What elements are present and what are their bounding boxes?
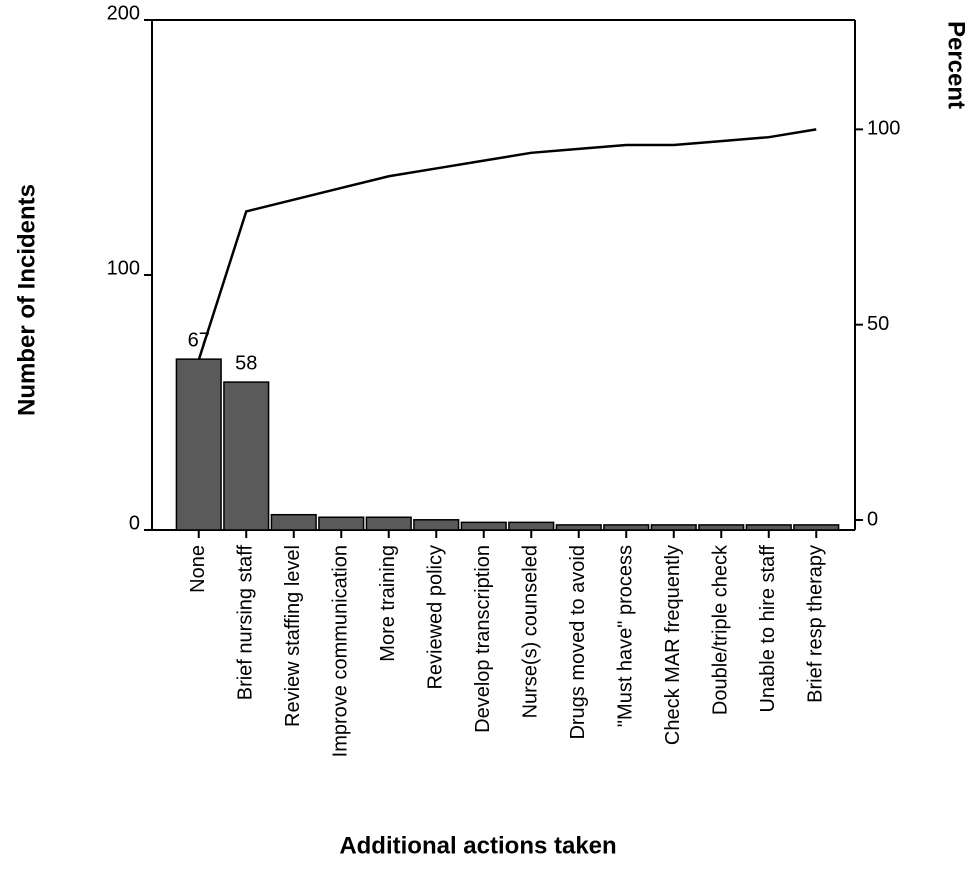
- bar: [793, 524, 840, 531]
- x-tick-label: "Must have" process: [615, 545, 637, 727]
- bar: [318, 516, 365, 531]
- y-axis-label: Number of Incidents: [13, 184, 40, 416]
- bar: [603, 524, 650, 531]
- x-tick-label: None: [187, 545, 209, 593]
- y-tick-label: 0: [129, 512, 140, 534]
- bar: [745, 524, 792, 531]
- bar: [365, 516, 412, 531]
- x-tick-label: Check MAR frequently: [662, 545, 684, 745]
- x-tick-label: Drugs moved to avoid: [567, 545, 589, 740]
- bar: [508, 521, 555, 531]
- bar: [175, 358, 222, 531]
- y-tick-label: 200: [107, 2, 140, 24]
- x-tick-label: More training: [377, 545, 399, 662]
- cumulative-line: [197, 128, 817, 361]
- x-tick-label: Develop transcription: [472, 545, 494, 733]
- y2-axis-label: Percent: [943, 21, 970, 109]
- x-tick-label: Review staffing level: [282, 545, 304, 727]
- x-tick-label: Improve communication: [330, 545, 352, 757]
- x-tick-label: Double/triple check: [710, 544, 732, 715]
- x-tick-label: Brief nursing staff: [235, 545, 257, 701]
- bar: [650, 524, 697, 531]
- x-tick-label: Unable to hire staff: [757, 545, 779, 713]
- x-tick-label: Reviewed policy: [425, 545, 447, 690]
- bar: [698, 524, 745, 531]
- bar: [555, 524, 602, 531]
- x-tick-label: Brief resp therapy: [805, 545, 827, 703]
- x-tick-label: Nurse(s) counseled: [520, 545, 542, 718]
- y2-tick-label: 100: [867, 118, 900, 140]
- y2-tick-label: 50: [867, 313, 889, 335]
- bar: [270, 513, 317, 531]
- value-label: 58: [235, 352, 257, 374]
- x-axis-label: Additional actions taken: [339, 832, 616, 859]
- bar: [460, 521, 507, 531]
- y2-tick-label: 0: [867, 508, 878, 530]
- bar: [223, 381, 270, 531]
- bar: [413, 519, 460, 531]
- y-tick-label: 100: [107, 257, 140, 279]
